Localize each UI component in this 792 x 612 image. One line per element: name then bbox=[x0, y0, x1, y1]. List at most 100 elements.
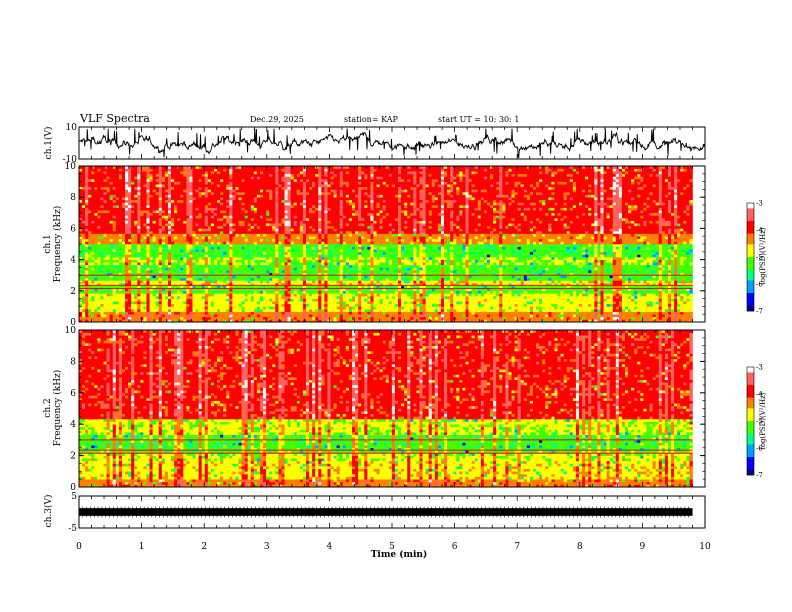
ch1-spectrogram-cell bbox=[609, 298, 614, 302]
ch1-spectrogram-cell bbox=[367, 311, 371, 315]
ch1-spectrogram-cell bbox=[499, 267, 503, 271]
ch1-spectrogram-cell bbox=[631, 285, 635, 289]
ch1-spectrogram-cell bbox=[94, 262, 98, 266]
ch1-spectrogram-cell bbox=[655, 285, 660, 289]
ch1-spectrogram-cell bbox=[201, 298, 206, 302]
ch1-spectrogram-cell bbox=[321, 298, 325, 302]
ch1-spectrogram-cell bbox=[444, 264, 448, 268]
ch1-spectrogram-cell bbox=[563, 275, 568, 279]
ch1-spectrogram-cell bbox=[118, 283, 123, 286]
ch1-spectrogram-cell bbox=[327, 314, 331, 318]
ch1-spectrogram-cell bbox=[321, 290, 325, 294]
ch1-spectrogram-cell bbox=[462, 280, 466, 284]
ch1-spectrogram-cell bbox=[529, 270, 534, 273]
ch1-spectrogram-cell bbox=[321, 319, 325, 323]
ch1-spectrogram-cell bbox=[210, 309, 215, 312]
ch1-spectrogram-cell bbox=[422, 275, 426, 279]
ch1-spectrogram-cell bbox=[444, 316, 448, 320]
ch1-spectrogram-cell bbox=[440, 309, 445, 312]
ch1-spectrogram-cell bbox=[284, 272, 288, 276]
ch1-spectrogram-cell bbox=[661, 306, 666, 310]
ch1-spectrogram-cell bbox=[520, 309, 525, 312]
ch1-spectrogram-cell bbox=[419, 298, 423, 302]
ch1-spectrogram-cell bbox=[569, 306, 574, 310]
ch1-spectrogram-cell bbox=[578, 303, 583, 307]
ch1-spectrogram-cell bbox=[266, 316, 270, 320]
ch1-spectrogram-cell bbox=[370, 296, 374, 299]
ch1-spectrogram-cell bbox=[437, 267, 442, 271]
ch1-spectrogram-cell bbox=[217, 267, 221, 271]
ch1-spectrogram-cell bbox=[447, 272, 451, 276]
ch1-spectrogram-cell bbox=[618, 264, 623, 268]
ch1-spectrogram-cell bbox=[364, 267, 368, 271]
ch1-spectrogram-cell bbox=[536, 270, 540, 273]
ch1-spectrogram-cell bbox=[149, 275, 153, 279]
ch1-spectrogram-cell bbox=[600, 277, 604, 281]
ch1-spectrogram-cell bbox=[318, 306, 322, 310]
ch1-spectrogram-cell bbox=[195, 272, 199, 276]
ch1-spectrogram-cell bbox=[109, 270, 114, 273]
ch1-spectrogram-cell bbox=[164, 270, 169, 273]
ch1-spectrogram-cell bbox=[266, 303, 270, 307]
ch1-spectrogram-cell bbox=[585, 290, 589, 294]
ch1-spectrogram-cell bbox=[382, 311, 387, 315]
ch1-spectrogram-cell bbox=[526, 267, 531, 271]
ch1-spectrogram-cell bbox=[588, 311, 592, 315]
ch1-spectrogram-cell bbox=[428, 314, 433, 318]
ch1-spectrogram-cell bbox=[174, 259, 178, 263]
ch1-spectrogram-cell bbox=[410, 306, 414, 310]
ch1-spectrogram-cell bbox=[615, 280, 620, 284]
ch1-spectrogram-cell bbox=[115, 283, 120, 286]
ch1-spectrogram-cell bbox=[511, 296, 515, 299]
ch1-spectrogram-cell bbox=[152, 314, 156, 318]
ch1-spectrogram-cell bbox=[281, 285, 285, 289]
ch1-spectrogram-cell bbox=[523, 283, 528, 286]
ch1-spectrogram-cell bbox=[465, 298, 469, 302]
ch1-spectrogram-cell bbox=[499, 303, 503, 307]
ch1-spectrogram-cell bbox=[572, 293, 577, 297]
ch1-spectrogram-cell bbox=[557, 267, 561, 271]
ch1-spectrogram-cell bbox=[618, 272, 623, 276]
ch1-spectrogram-cell bbox=[532, 319, 537, 323]
ch1-spectrogram-cell bbox=[275, 280, 279, 284]
ch1-spectrogram-cell bbox=[585, 314, 589, 318]
ch1-spectrogram-cell bbox=[309, 319, 313, 323]
ch1-spectrogram-cell bbox=[352, 288, 356, 292]
ch1-spectrogram-cell bbox=[410, 272, 414, 276]
ch1-spectrogram-cell bbox=[582, 262, 586, 266]
ch1-spectrogram-cell bbox=[628, 311, 632, 315]
ch1-spectrogram-cell bbox=[192, 311, 196, 315]
ch1-spectrogram-cell bbox=[471, 275, 475, 279]
ch1-spectrogram-cell bbox=[447, 311, 451, 315]
ch1-spectrogram-cell bbox=[585, 283, 589, 286]
ch1-spectrogram-cell bbox=[582, 272, 586, 276]
ch1-spectrogram-cell bbox=[532, 296, 537, 299]
ch1-spectrogram-cell bbox=[462, 306, 466, 310]
ch1-spectrogram-cell bbox=[431, 290, 436, 294]
ch1-spectrogram-cell bbox=[526, 298, 531, 302]
ch1-spectrogram-cell bbox=[213, 303, 218, 307]
ch1-spectrogram-cell bbox=[155, 301, 160, 305]
ch1-spectrogram-cell bbox=[333, 262, 337, 266]
ch1-spectrogram-cell bbox=[355, 280, 359, 284]
ch1-spectrogram-cell bbox=[459, 277, 463, 281]
ch1-spectrogram-cell bbox=[536, 288, 540, 292]
ch1-spectrogram-cell bbox=[529, 277, 534, 281]
ch1-spectrogram-cell bbox=[425, 280, 429, 284]
ch1-spectrogram-cell bbox=[143, 262, 147, 266]
ch1-spectrogram-cell bbox=[302, 293, 307, 297]
ch1-spectrogram-cell bbox=[361, 309, 365, 312]
ch1-spectrogram-cell bbox=[109, 314, 114, 318]
ch1-spectrogram-cell bbox=[664, 314, 669, 318]
ch1-spectrogram-cell bbox=[493, 270, 497, 273]
ch1-spectrogram-cell bbox=[416, 277, 420, 281]
ch1-spectrogram-cell bbox=[551, 298, 555, 302]
ch1-spectrogram-cell bbox=[210, 301, 215, 305]
ch1-spectrogram-cell bbox=[302, 316, 307, 320]
ch1-spectrogram-cell bbox=[250, 288, 255, 292]
ch1-spectrogram-cell bbox=[207, 288, 212, 292]
ch1-spectrogram-cell bbox=[646, 303, 650, 307]
ch1-spectrogram-cell bbox=[591, 298, 595, 302]
ch1-spectrogram-cell bbox=[131, 272, 135, 276]
ch1-spectrogram-cell bbox=[269, 262, 273, 266]
